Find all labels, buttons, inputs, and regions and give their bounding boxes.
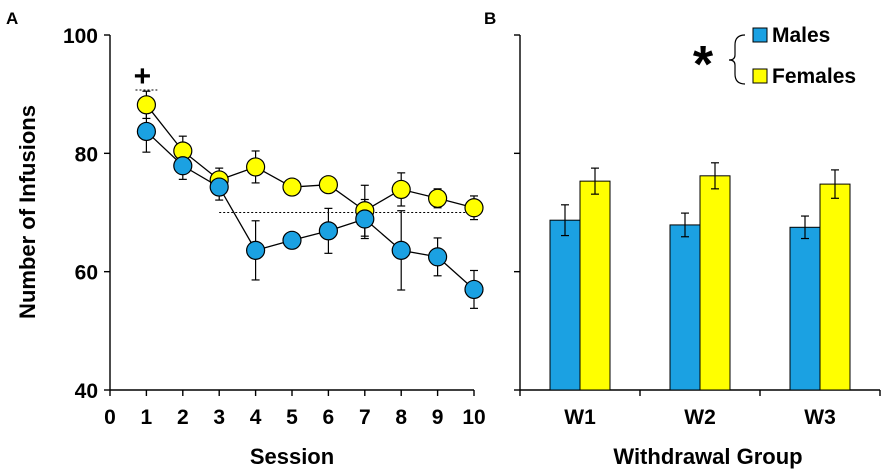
panel-b-bar-males bbox=[669, 224, 701, 391]
panel-b-category-label: W2 bbox=[684, 406, 716, 429]
panel-a-point-males bbox=[318, 221, 338, 241]
panel-b-bar-females bbox=[579, 180, 611, 391]
panel-b-plot bbox=[549, 162, 851, 391]
legend-label-females: Females bbox=[772, 65, 856, 88]
panel-a-x-tick-label: 8 bbox=[395, 406, 407, 429]
panel-a-x-tick-label: 0 bbox=[104, 406, 116, 429]
panel-a-x-tick-label: 7 bbox=[359, 406, 371, 429]
panel-b-category-label: W1 bbox=[564, 406, 596, 429]
legend-swatch-males bbox=[752, 27, 768, 43]
panel-a-point-males bbox=[391, 240, 411, 260]
legend-brace bbox=[728, 34, 746, 85]
panel-a-plus-annotation: + bbox=[134, 60, 152, 93]
panel-a-point-males bbox=[464, 279, 484, 300]
panel-a-line-males bbox=[145, 130, 475, 290]
panel-a-x-axis-title: Session bbox=[250, 444, 334, 469]
panel-a-line-females bbox=[145, 104, 475, 212]
panel-a-x-ticks: 0 1 2 3 4 5 6 7 8 9 10 bbox=[104, 390, 486, 429]
panel-a-x-tick-label: 9 bbox=[432, 406, 444, 429]
panel-b-bar-males bbox=[549, 219, 581, 391]
legend-label-males: Males bbox=[772, 24, 830, 47]
panel-a-point-females bbox=[428, 188, 448, 208]
panel-b-category-label: W3 bbox=[804, 406, 836, 429]
panel-b-letter: B bbox=[484, 9, 496, 28]
legend-swatch-females bbox=[752, 68, 768, 84]
panel-a-point-males bbox=[209, 177, 229, 197]
panel-a-x-tick-label: 4 bbox=[250, 406, 262, 429]
panel-a-x-tick-label: 2 bbox=[177, 406, 189, 429]
panel-b-x-axis-title: Withdrawal Group bbox=[613, 444, 802, 469]
panel-a-y-tick-label: 60 bbox=[75, 262, 98, 285]
panel-a-point-males bbox=[136, 121, 156, 142]
panel-a-point-females bbox=[318, 175, 338, 195]
panel-a-point-females bbox=[464, 198, 484, 218]
panel-a-x-tick-label: 6 bbox=[323, 406, 335, 429]
significance-asterisk: * bbox=[693, 36, 714, 94]
panel-a-y-axis-title: Number of Infusions bbox=[15, 105, 40, 319]
panel-a-plot bbox=[136, 90, 484, 309]
panel-b-bar-males bbox=[789, 226, 821, 391]
panel-a-x-tick-label: 5 bbox=[286, 406, 298, 429]
panel-a-point-males bbox=[173, 156, 193, 176]
panel-b-bar-females bbox=[699, 175, 731, 391]
panel-a-point-males bbox=[428, 247, 448, 267]
panel-a-y-tick-label: 80 bbox=[75, 143, 98, 166]
panel-a-point-males bbox=[355, 209, 375, 229]
panel-a-y-ticks: 40 60 80 100 bbox=[63, 25, 110, 403]
panel-a-y-tick-label: 40 bbox=[75, 380, 98, 403]
panel-a-x-tick-label: 10 bbox=[462, 406, 485, 429]
panel-a-point-females bbox=[246, 157, 266, 177]
panel-a-letter: A bbox=[6, 9, 18, 28]
panel-a-y-tick-label: 100 bbox=[63, 25, 98, 48]
panel-a-point-males bbox=[282, 230, 302, 250]
panel-a-x-tick-label: 3 bbox=[213, 406, 225, 429]
panel-a-reference-lines bbox=[135, 89, 474, 213]
panel-a-point-females bbox=[136, 95, 156, 115]
panel-a-x-tick-label: 1 bbox=[141, 406, 153, 429]
panel-a-point-males bbox=[246, 240, 266, 260]
panel-a-point-females bbox=[282, 177, 302, 197]
panel-a-point-females bbox=[391, 179, 411, 200]
panel-b-bar-females bbox=[819, 183, 851, 391]
panel-b-legend: * Males Females bbox=[693, 24, 856, 94]
panel-b-ticks: W1 W2 W3 bbox=[514, 34, 881, 429]
